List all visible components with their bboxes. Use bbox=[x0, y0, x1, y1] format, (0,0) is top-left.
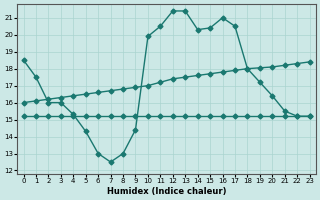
X-axis label: Humidex (Indice chaleur): Humidex (Indice chaleur) bbox=[107, 187, 226, 196]
